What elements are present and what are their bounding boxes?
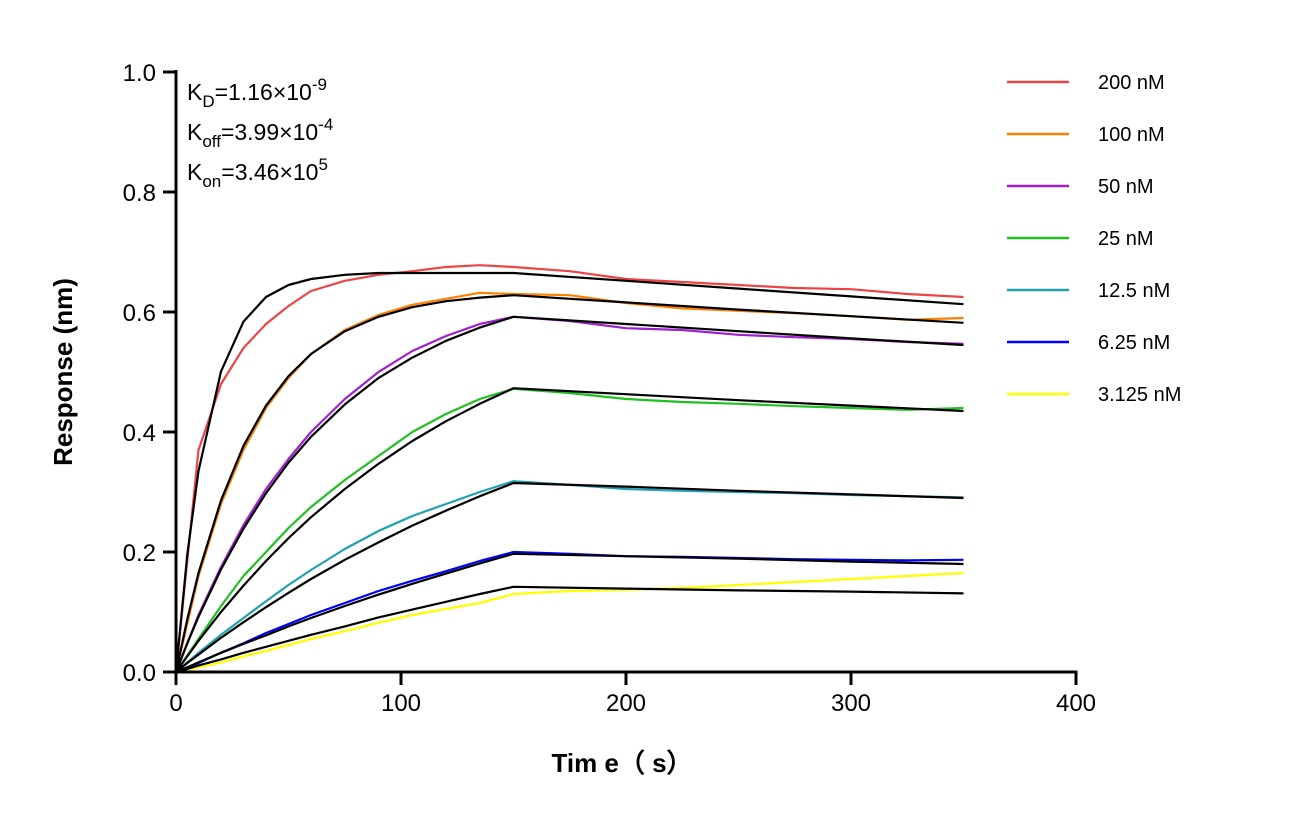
fit-curve-200-nM	[174, 271, 964, 673]
legend-label: 3.125 nM	[1098, 384, 1181, 406]
kinetic-constants: KD=1.16×10-9 Koff=3.99×10-4 Kon=3.46×105	[187, 75, 333, 191]
y-tick-label: 1.0	[123, 60, 156, 87]
legend-label: 25 nM	[1098, 228, 1154, 250]
series-layer	[174, 264, 964, 674]
x-tick-label: 0	[169, 690, 182, 717]
legend-item: 6.25 nM	[1007, 332, 1170, 354]
fit-curve-6_25-nM	[175, 552, 964, 674]
y-tick-label: 0.4	[123, 420, 156, 447]
kon-annotation: Kon=3.46×105	[187, 155, 328, 191]
y-tick-label: 0.0	[123, 660, 156, 687]
fit-curve-12_5-nM	[175, 481, 964, 673]
koff-annotation: Koff=3.99×10-4	[187, 115, 333, 151]
x-tick-label: 400	[1056, 690, 1096, 717]
x-tick-label: 300	[831, 690, 871, 717]
raw-curve-6_25-nM	[175, 550, 964, 674]
legend-label: 100 nM	[1098, 124, 1165, 146]
legend-label: 200 nM	[1098, 72, 1165, 94]
y-tick-label: 0.8	[123, 180, 156, 207]
fit-curve-100-nM	[174, 294, 964, 673]
legend-item: 25 nM	[1007, 228, 1154, 250]
raw-curve-100-nM	[174, 291, 964, 673]
raw-curve-25-nM	[175, 387, 964, 673]
y-tick-label: 0.2	[123, 540, 156, 567]
legend-item: 3.125 nM	[1007, 384, 1181, 406]
legend-item: 100 nM	[1007, 124, 1165, 146]
legend-item: 200 nM	[1007, 72, 1165, 94]
x-axis-title: Tim e（ s）	[551, 748, 692, 778]
raw-curve-50-nM	[174, 315, 964, 673]
x-tick-label: 200	[606, 690, 646, 717]
legend-item: 12.5 nM	[1007, 280, 1170, 302]
fit-curve-50-nM	[174, 315, 964, 673]
x-tick-label: 100	[381, 690, 421, 717]
raw-curve-200-nM	[174, 264, 964, 673]
legend-label: 6.25 nM	[1098, 332, 1170, 354]
fit-curve-25-nM	[175, 387, 964, 673]
raw-curve-3_125-nM	[175, 571, 964, 674]
ticks: 0 100 200 300 400 0.0 0.2 0.4 0.6 0.8 1.0	[123, 60, 1096, 717]
legend-label: 12.5 nM	[1098, 280, 1170, 302]
y-axis-title: Response (nm)	[48, 278, 78, 466]
legend: 200 nM 100 nM 50 nM 25 nM 12.5 nM 6.25 nM 3.12…	[1007, 72, 1181, 406]
fit-curve-3_125-nM	[175, 585, 964, 674]
legend-item: 50 nM	[1007, 176, 1154, 198]
kd-annotation: KD=1.16×10-9	[187, 75, 327, 111]
y-tick-label: 0.6	[123, 300, 156, 327]
legend-label: 50 nM	[1098, 176, 1154, 198]
